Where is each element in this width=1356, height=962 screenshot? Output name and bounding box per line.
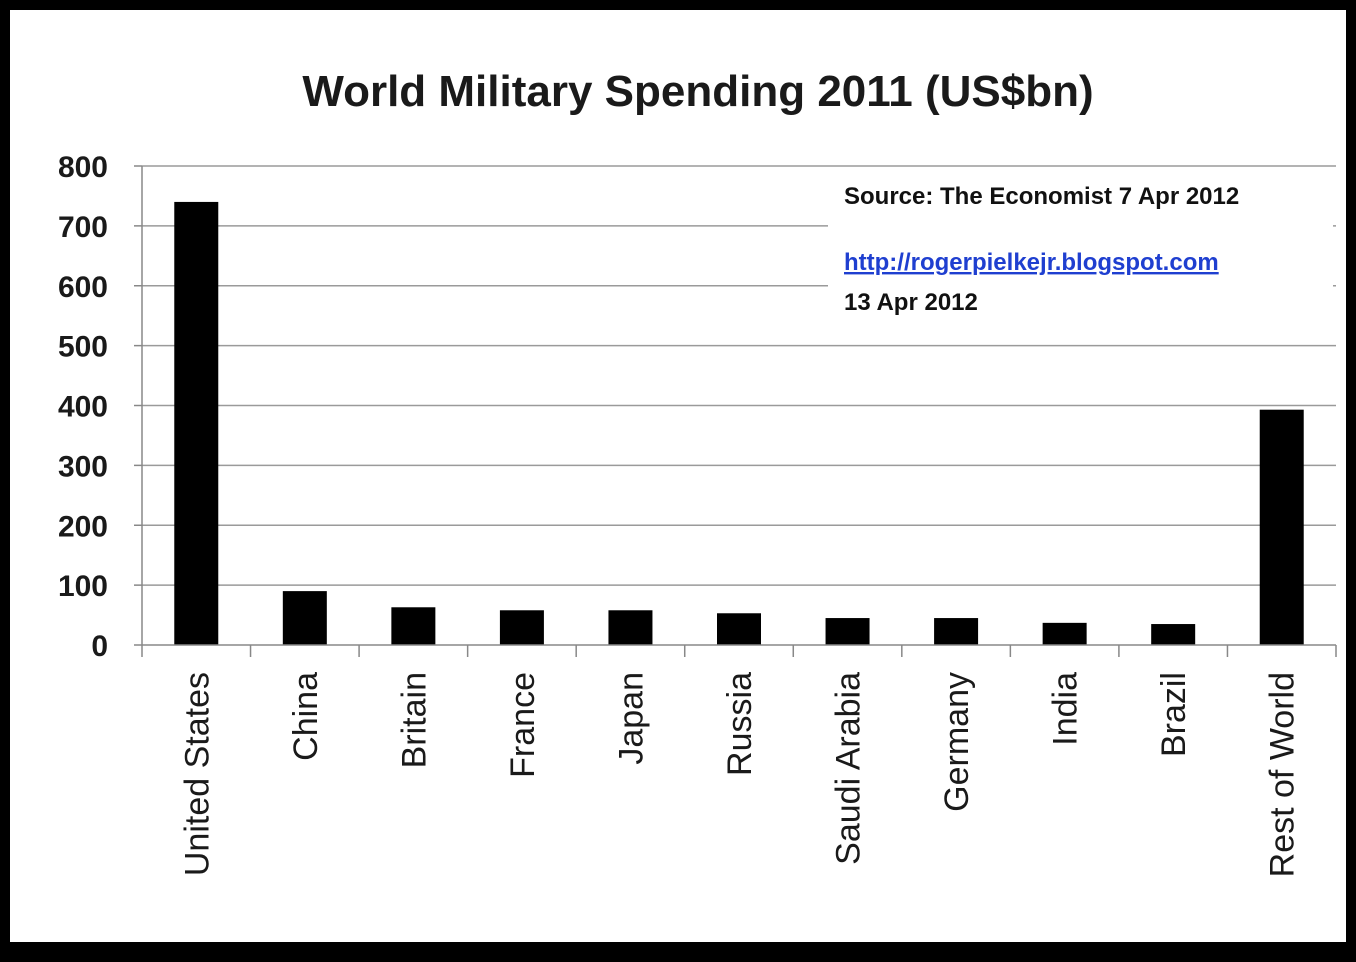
x-tick-label: Rest of World xyxy=(1264,672,1302,877)
bar-rest-of-world xyxy=(1259,409,1304,645)
y-tick-label: 700 xyxy=(58,211,108,244)
bar-russia xyxy=(717,613,761,645)
source-note: Source: The Economist 7 Apr 2012 xyxy=(844,183,1239,210)
date-note: 13 Apr 2012 xyxy=(844,289,978,316)
bar-chart: World Military Spending 2011 (US$bn) 0 10… xyxy=(58,67,1337,877)
bar-india xyxy=(1042,622,1087,645)
bar-saudi-arabia xyxy=(825,618,870,645)
bar-germany xyxy=(934,618,979,645)
y-axis-ticks: 0 100 200 300 400 500 600 700 800 xyxy=(58,151,143,663)
y-tick-label: 800 xyxy=(58,151,108,184)
x-tick-label: Japan xyxy=(612,672,650,765)
chart-title: World Military Spending 2011 (US$bn) xyxy=(302,67,1093,116)
x-tick-label: Russia xyxy=(721,672,759,776)
y-tick-label: 600 xyxy=(58,271,108,304)
y-tick-label: 400 xyxy=(58,391,108,424)
annotation-box xyxy=(828,176,1333,321)
x-tick-label: China xyxy=(287,672,325,761)
y-tick-label: 100 xyxy=(58,570,108,603)
x-axis-labels: United States China Britain France Japan Russ… xyxy=(178,672,1301,877)
y-tick-label: 200 xyxy=(58,510,108,543)
x-axis xyxy=(141,644,1337,657)
x-tick-label: Saudi Arabia xyxy=(830,672,868,865)
x-tick-label: Brazil xyxy=(1155,672,1193,757)
bar-china xyxy=(282,591,327,645)
x-tick-label: Germany xyxy=(938,672,976,812)
bar-brazil xyxy=(1151,624,1196,645)
bar-united-states xyxy=(174,201,219,646)
bar-japan xyxy=(608,610,653,645)
gridlines xyxy=(142,165,1336,586)
url-link[interactable]: http://rogerpielkejr.blogspot.com xyxy=(844,249,1219,276)
y-tick-label: 500 xyxy=(58,331,108,364)
x-tick-label: Britain xyxy=(395,672,433,768)
y-tick-label: 0 xyxy=(91,630,108,663)
bar-france xyxy=(499,610,544,645)
x-tick-label: India xyxy=(1047,672,1085,746)
x-tick-label: France xyxy=(504,672,542,778)
bars xyxy=(174,201,1304,646)
x-tick-label: United States xyxy=(178,672,216,876)
bar-britain xyxy=(391,607,436,645)
y-tick-label: 300 xyxy=(58,450,108,483)
